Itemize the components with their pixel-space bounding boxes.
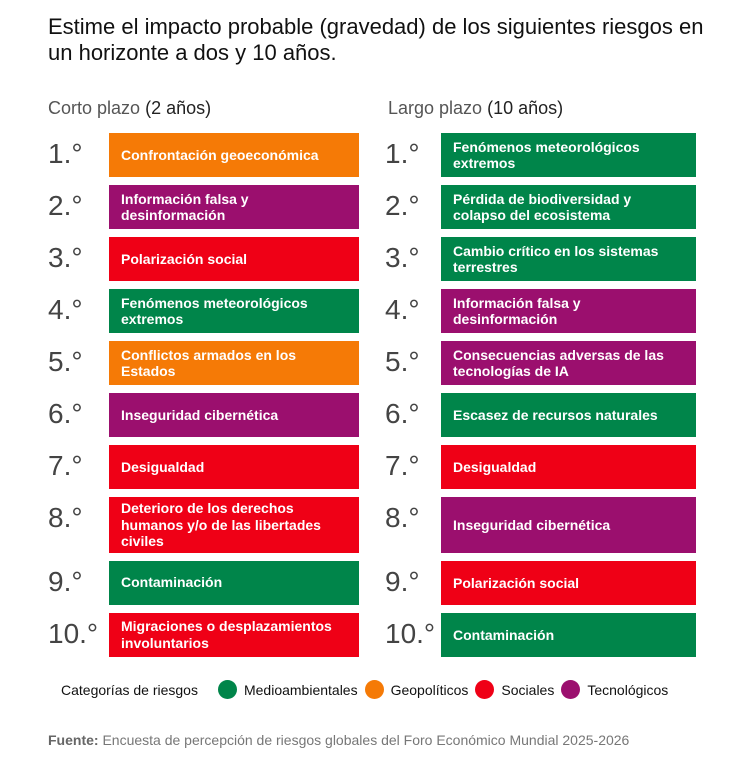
risk-box: Fenómenos meteorológicos extremos [441, 133, 696, 177]
risk-rank: 2.° [48, 190, 83, 221]
long-term-list: 1.° Fenómenos meteorológicos extremos 2.° P… [385, 133, 696, 665]
risk-row: 4.° Información falsa y desinformación [385, 289, 696, 333]
page-title: Estime el impacto probable (gravedad) de… [48, 14, 704, 65]
risk-row: 4.° Fenómenos meteorológicos extremos [48, 289, 359, 333]
risk-row: 6.° Inseguridad cibernética [48, 393, 359, 437]
risk-box: Migraciones o desplazamientos involuntar… [109, 612, 359, 657]
risk-row: 2.° Pérdida de biodiversidad y colapso de… [385, 185, 696, 229]
risk-rank: 4.° [385, 294, 420, 325]
risk-rank: 1.° [385, 138, 420, 169]
source-footer: Fuente: Encuesta de percepción de riesgo… [48, 732, 629, 748]
risk-row: 10.° Migraciones o desplazamientos involu… [48, 612, 359, 657]
short-term-heading: Corto plazo (2 años) [48, 97, 211, 119]
risk-rank: 10.° [48, 617, 99, 649]
risk-box: Desigualdad [109, 445, 359, 489]
risk-rank: 7.° [385, 450, 420, 481]
risk-row: 8.° Deterioro de los derechos humanos y/o… [48, 497, 359, 553]
risk-rank: 8.° [385, 502, 420, 533]
risk-rank: 9.° [48, 565, 83, 597]
risk-box: Consecuencias adversas de las tecnología… [441, 341, 696, 385]
long-term-label: Largo plazo [388, 98, 483, 118]
risk-rank: 9.° [385, 566, 420, 597]
risk-rank: 3.° [385, 242, 420, 273]
long-term-heading: Largo plazo (10 años) [388, 97, 563, 119]
risk-box: Información falsa y desinformación [441, 289, 696, 333]
risk-box: Conflictos armados en los Estados [109, 341, 359, 385]
legend-label: Geopolíticos [390, 681, 469, 698]
risk-row: 3.° Cambio crítico en los sistemas terres… [385, 237, 696, 281]
risk-row: 6.° Escasez de recursos naturales [385, 393, 696, 437]
short-term-list: 1.° Confrontación geoeconómica 2.° Informac… [48, 133, 359, 665]
long-term-years: (10 años) [487, 98, 564, 118]
risk-box: Polarización social [441, 561, 696, 605]
risk-rank: 2.° [385, 190, 420, 221]
legend-dot-icon [561, 680, 581, 699]
risk-box: Contaminación [109, 560, 359, 605]
legend-dot-icon [475, 680, 495, 699]
risk-rank: 4.° [48, 294, 83, 325]
risk-box: Escasez de recursos naturales [441, 393, 696, 437]
risk-row: 5.° Consecuencias adversas de las tecnolo… [385, 341, 696, 385]
source-text: Encuesta de percepción de riesgos global… [98, 732, 630, 748]
risk-rank: 5.° [48, 346, 83, 377]
risk-box: Contaminación [441, 613, 696, 657]
risk-rank: 7.° [48, 450, 83, 481]
risk-box: Inseguridad cibernética [441, 497, 696, 553]
risk-rank: 10.° [385, 618, 436, 649]
risk-rank: 6.° [385, 398, 420, 429]
risk-row: 3.° Polarización social [48, 237, 359, 281]
legend-item-medioambientales: Medioambientales [217, 680, 358, 699]
risk-row: 10.° Contaminación [385, 613, 696, 657]
risk-box: Información falsa y desinformación [109, 185, 359, 229]
risk-box: Pérdida de biodiversidad y colapso del e… [441, 185, 696, 229]
legend-label: Medioambientales [243, 681, 358, 698]
source-label: Fuente: [48, 732, 99, 748]
risk-row: 9.° Contaminación [48, 560, 359, 605]
risk-row: 2.° Información falsa y desinformación [48, 185, 359, 229]
risk-rank: 6.° [48, 398, 83, 429]
legend-item-tecnologicos: Tecnológicos [561, 680, 668, 699]
risk-box: Polarización social [109, 237, 359, 281]
short-term-years: (2 años) [145, 98, 212, 118]
risk-row: 7.° Desigualdad [48, 445, 359, 489]
legend-label: Tecnológicos [587, 681, 669, 698]
risk-row: 5.° Conflictos armados en los Estados [48, 341, 359, 385]
risk-row: 1.° Confrontación geoeconómica [48, 133, 359, 177]
legend-item-sociales: Sociales [475, 680, 554, 699]
risk-row: 9.° Polarización social [385, 561, 696, 605]
risk-row: 7.° Desigualdad [385, 445, 696, 489]
legend-dot-icon [217, 680, 237, 699]
risk-row: 1.° Fenómenos meteorológicos extremos [385, 133, 696, 177]
short-term-label: Corto plazo [48, 98, 141, 118]
legend: Categorías de riesgos Medioambientales G… [61, 680, 675, 699]
legend-item-geopoliticos: Geopolíticos [364, 680, 469, 699]
risk-rank: 5.° [385, 346, 420, 377]
risk-rank: 3.° [48, 242, 83, 273]
risk-rank: 1.° [48, 138, 83, 169]
risk-box: Deterioro de los derechos humanos y/o de… [109, 497, 359, 553]
risk-box: Fenómenos meteorológicos extremos [109, 289, 359, 333]
risk-row: 8.° Inseguridad cibernética [385, 497, 696, 553]
risk-box: Inseguridad cibernética [109, 393, 359, 437]
legend-dot-icon [364, 680, 384, 699]
legend-label: Sociales [501, 681, 555, 698]
risk-box: Confrontación geoeconómica [109, 133, 359, 177]
risk-rank: 8.° [48, 502, 83, 533]
risk-box: Desigualdad [441, 445, 696, 489]
risk-box: Cambio crítico en los sistemas terrestre… [441, 237, 696, 281]
legend-title: Categorías de riesgos [61, 681, 198, 698]
